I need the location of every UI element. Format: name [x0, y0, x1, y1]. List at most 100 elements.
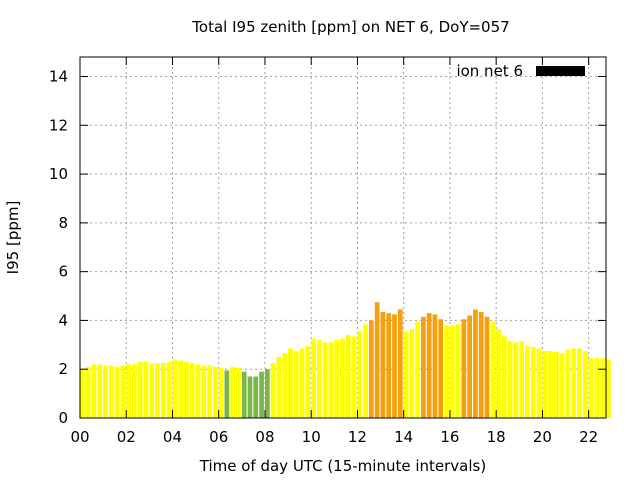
bar	[490, 321, 496, 418]
bar	[212, 366, 218, 418]
bar	[374, 302, 380, 418]
bar	[276, 357, 282, 418]
x-tick-label: 06	[209, 428, 228, 446]
x-tick-label: 18	[487, 428, 506, 446]
y-tick-label: 0	[58, 409, 68, 427]
bar	[103, 365, 108, 418]
bar	[160, 363, 166, 418]
x-tick-label: 16	[440, 428, 459, 446]
bar	[311, 338, 316, 418]
bar	[565, 349, 571, 418]
y-tick-label: 8	[58, 214, 68, 232]
bar	[293, 350, 299, 418]
bar	[600, 358, 605, 418]
bar	[264, 369, 270, 418]
bar	[536, 348, 542, 418]
legend-swatch	[536, 66, 585, 76]
bar	[108, 365, 114, 418]
bar	[455, 324, 461, 418]
bar	[201, 365, 207, 418]
y-axis-label: I95 [ppm]	[4, 201, 22, 275]
bar	[403, 331, 409, 418]
bar	[299, 348, 305, 418]
bar	[548, 350, 553, 418]
bar	[357, 331, 363, 418]
bar	[478, 311, 484, 418]
x-tick-label: 08	[255, 428, 274, 446]
bar	[184, 361, 189, 418]
x-tick-label: 14	[394, 428, 413, 446]
x-tick-label: 02	[117, 428, 136, 446]
bar	[195, 364, 201, 418]
bar	[559, 353, 565, 418]
bar	[571, 348, 577, 418]
bar	[143, 361, 149, 418]
bar	[91, 364, 97, 418]
y-tick-label: 14	[49, 68, 68, 86]
bar	[432, 314, 438, 418]
bar	[588, 358, 594, 418]
bars	[80, 302, 611, 418]
y-tick-label: 4	[58, 311, 68, 329]
bar	[409, 328, 415, 418]
bar	[369, 320, 374, 418]
bar	[386, 313, 392, 418]
bar	[473, 309, 478, 418]
bar	[137, 361, 143, 418]
x-tick-label: 22	[579, 428, 598, 446]
bar	[85, 366, 91, 418]
bar	[334, 339, 340, 418]
x-axis-label: Time of day UTC (15-minute intervals)	[199, 457, 486, 475]
y-tick-label: 12	[49, 116, 68, 134]
bar	[415, 321, 420, 418]
bar	[449, 325, 455, 418]
x-tick-label: 04	[163, 428, 182, 446]
legend: ion net 6	[456, 62, 585, 80]
bar	[259, 371, 264, 418]
bar	[120, 365, 126, 418]
bar	[380, 311, 386, 418]
bar	[207, 365, 212, 418]
bar	[322, 342, 328, 418]
bar	[421, 316, 426, 418]
bar	[392, 314, 397, 418]
bar	[542, 350, 548, 418]
bar	[501, 336, 507, 418]
bar	[328, 342, 334, 418]
bar	[444, 325, 449, 418]
bar	[351, 336, 357, 418]
bar	[114, 366, 120, 418]
bar	[530, 347, 536, 418]
bar	[80, 369, 85, 418]
bar	[363, 324, 368, 418]
x-tick-label: 20	[533, 428, 552, 446]
bar	[218, 367, 224, 418]
bar	[270, 363, 276, 418]
bar	[513, 342, 519, 418]
bar	[438, 319, 444, 418]
bar	[577, 348, 582, 418]
bar	[149, 363, 155, 418]
legend-label: ion net 6	[456, 62, 523, 80]
bar	[461, 319, 467, 418]
bar	[553, 352, 559, 418]
bar	[247, 376, 253, 418]
bar	[345, 335, 351, 418]
bar	[132, 364, 137, 418]
y-tick-label: 6	[58, 263, 68, 281]
bar	[97, 364, 103, 418]
bar	[166, 361, 172, 418]
bar	[126, 364, 131, 418]
bar	[224, 370, 230, 418]
bar	[507, 341, 513, 418]
bar	[316, 339, 322, 418]
bar	[189, 363, 195, 418]
y-tick-label: 10	[49, 165, 68, 183]
bar	[178, 360, 184, 418]
bar	[288, 348, 293, 418]
bar	[236, 367, 241, 418]
bar	[582, 350, 588, 418]
bar	[484, 316, 490, 418]
